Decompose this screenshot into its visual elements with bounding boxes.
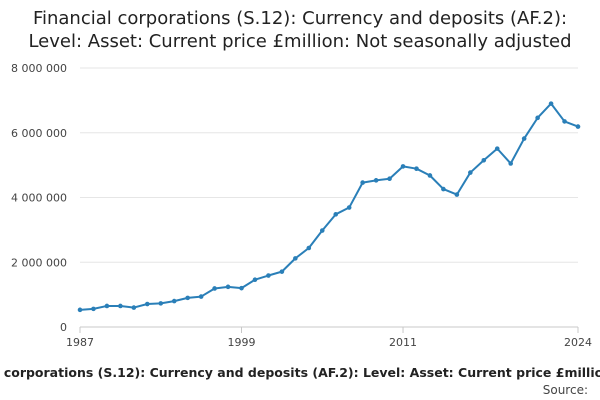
data-point xyxy=(212,286,217,291)
data-point xyxy=(427,173,433,178)
chart-title-line-2: Level: Asset: Current price £million: No… xyxy=(28,31,571,52)
data-point xyxy=(104,303,110,309)
data-point xyxy=(548,101,554,106)
data-point xyxy=(346,205,352,210)
data-point xyxy=(77,307,83,313)
data-point xyxy=(562,119,567,124)
x-tick-label: 1987 xyxy=(66,336,94,349)
data-point xyxy=(185,295,190,301)
data-point xyxy=(508,161,514,166)
data-point xyxy=(441,186,446,192)
data-point xyxy=(400,164,406,169)
x-tick-label: 2024 xyxy=(564,336,592,349)
y-tick-label: 8 000 000 xyxy=(11,62,67,75)
data-point xyxy=(118,303,123,309)
data-point xyxy=(494,146,500,151)
series-line xyxy=(79,102,579,311)
data-point xyxy=(144,301,150,307)
data-point xyxy=(306,245,312,251)
chart-title-line-1: Financial corporations (S.12): Currency … xyxy=(33,8,567,29)
data-point xyxy=(239,285,244,291)
footer-series-label: Financial corporations (S.12): Currency … xyxy=(0,365,600,380)
x-tick-label: 2011 xyxy=(389,336,417,349)
data-point xyxy=(225,284,231,290)
x-tick-label: 1999 xyxy=(228,336,256,349)
data-point xyxy=(171,298,177,304)
data-point xyxy=(333,212,339,217)
data-point xyxy=(252,277,258,283)
data-point xyxy=(521,136,527,141)
data-point xyxy=(131,305,137,310)
data-point xyxy=(373,178,379,183)
series xyxy=(77,101,581,313)
source-label: Source: xyxy=(543,383,588,397)
data-point xyxy=(414,166,419,171)
data-point xyxy=(481,157,487,163)
data-point xyxy=(319,228,325,233)
data-point xyxy=(360,180,365,185)
data-point xyxy=(198,294,204,299)
grid xyxy=(80,67,578,263)
data-point xyxy=(279,269,285,274)
data-point xyxy=(266,273,271,278)
y-tick-label: 6 000 000 xyxy=(11,127,67,140)
data-point xyxy=(293,256,298,261)
x-axis-ticks: 1987 1999 2011 2024 xyxy=(66,327,592,349)
y-tick-label: 4 000 000 xyxy=(11,192,67,205)
data-point xyxy=(158,301,164,306)
data-point xyxy=(575,124,581,129)
data-point xyxy=(535,115,540,121)
data-point xyxy=(387,176,392,182)
y-axis-ticks: 0 2 000 000 4 000 000 6 000 000 8 000 000 xyxy=(11,62,67,334)
y-tick-label: 0 xyxy=(60,321,67,334)
y-tick-label: 2 000 000 xyxy=(11,256,67,269)
data-point xyxy=(454,192,460,197)
data-point xyxy=(91,306,96,312)
data-point xyxy=(468,170,473,175)
